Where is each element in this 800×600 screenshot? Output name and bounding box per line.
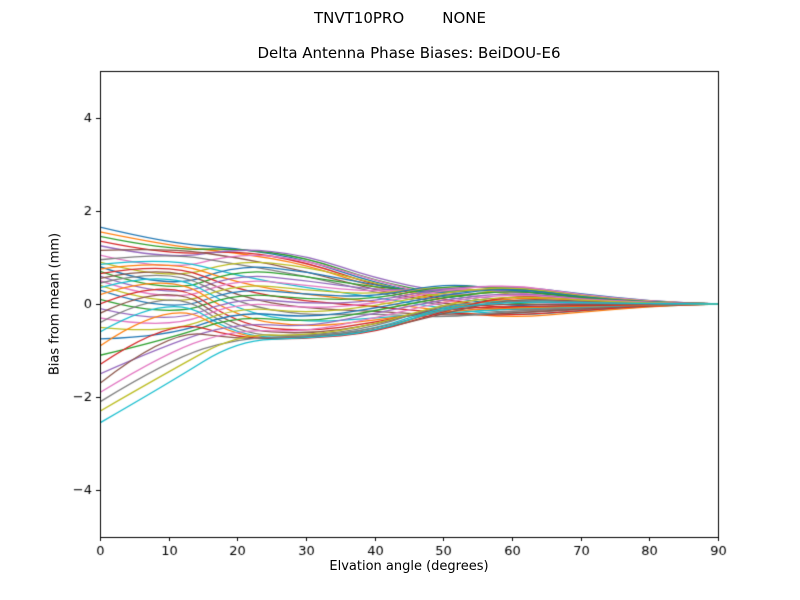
axes-title: Delta Antenna Phase Biases: BeiDOU-E6 [257,44,561,62]
y-axis-label: Bias from mean (mm) [47,232,63,376]
figure-suptitle: TNVT10PRO NONE [313,9,487,27]
x-axis-label: Elvation angle (degrees) [329,559,489,574]
